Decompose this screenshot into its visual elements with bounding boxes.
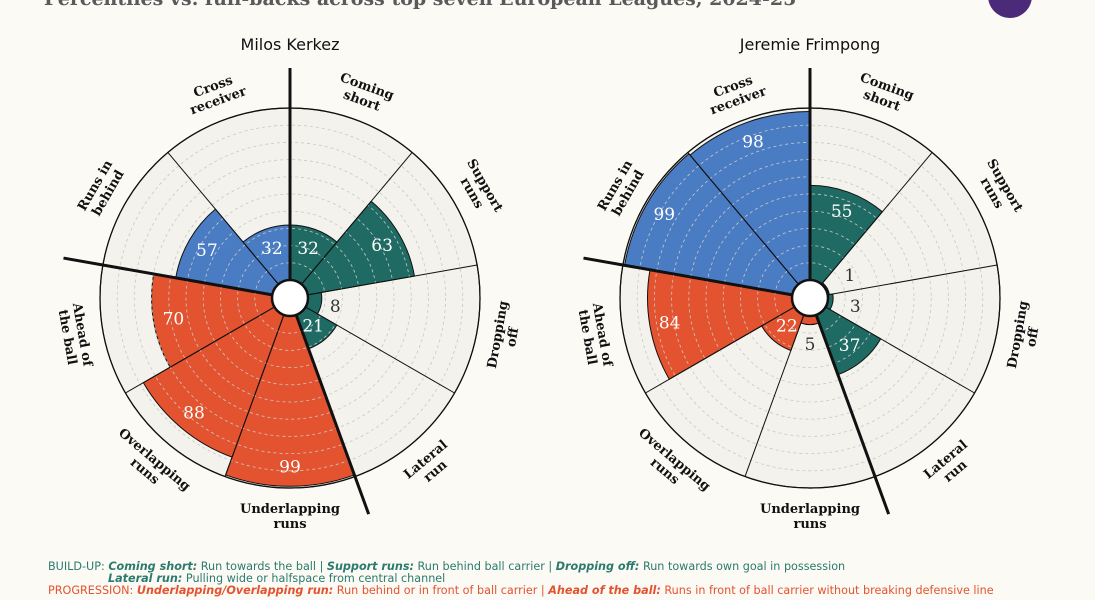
value-label-underlapping-runs: 5 [805,335,816,355]
category-label-coming-short: Comingshort [853,70,916,117]
category-label-coming-short: Comingshort [333,70,396,117]
legend-term-coming-short: Coming short: [108,560,198,573]
legend-desc-under-overlapping: Run behind or in front of ball carrier | [333,584,549,597]
grid-ring [185,193,395,403]
grid-ring [636,124,984,472]
legend-progression-row: PROGRESSION: Underlapping/Overlapping ru… [48,585,994,597]
legend-build-up-title: BUILD-UP: [48,560,105,573]
category-label-dropping-off: Droppingoff [1005,300,1046,373]
sector-divider [125,306,275,394]
sector-divider [301,152,413,285]
grid-ring [151,159,429,437]
category-label-ahead-of-the-ball: Ahead ofthe ball [574,301,615,372]
value-label-underlapping-runs: 99 [279,457,301,477]
category-label-cross-receiver: Crossreceiver [183,70,249,118]
grid-ring [671,159,949,437]
chart-title: Percentiles vs. full-backs across top se… [44,0,796,10]
category-label-ahead-of-the-ball: Ahead ofthe ball [54,301,95,372]
grid-ring [774,262,846,334]
value-label-cross-receiver: 32 [261,239,283,259]
sector-divider [825,306,975,394]
sector-divider [827,264,998,296]
legend-term-under-overlapping: Underlapping/Overlapping run: [136,584,334,597]
value-label-dropping-off: 8 [330,297,341,317]
legend-desc-ahead-of-ball: Runs in front of ball carrier without br… [660,584,994,597]
legend-desc-lateral-run: Pulling wide or halfspace from central c… [182,572,446,585]
grid-ring [740,227,881,368]
legend-term-dropping-off: Dropping off: [555,560,640,573]
outer-ring-stroke [619,107,1001,489]
value-label-dropping-off: 3 [850,297,861,317]
legend-desc-dropping-off: Run towards own goal in possession [639,560,846,573]
radar-charts: Milos Kerkez 32 63 8 21 99 88 70 57 32 Comingshort… [54,35,1046,532]
legend-desc-coming-short: Run towards the ball | [197,560,327,573]
category-label-underlapping-runs: Underlapping runs [760,502,860,532]
sector-divider [821,152,933,285]
legend-term-lateral-run: Lateral run: [108,572,183,585]
legend-progression-title: PROGRESSION: [48,584,134,597]
value-label-ahead-of-the-ball: 84 [659,314,681,334]
sector-divider [744,314,805,477]
value-label-runs-in-behind: 99 [653,205,675,225]
grid-ring [116,124,464,472]
sector-divider [305,306,455,394]
group-boundary [583,256,793,297]
value-label-overlapping-runs: 22 [776,317,798,337]
center-hole [270,278,310,318]
sector-divider [645,306,795,394]
player-name: Jeremie Frimpong [739,35,880,54]
player-name: Milos Kerkez [241,35,340,54]
legend: BUILD-UP: Coming short: Run towards the … [48,561,994,597]
value-label-lateral-run: 37 [839,336,861,356]
chart-milos-kerkez: Milos Kerkez 32 63 8 21 99 88 70 57 32 Comingshort… [54,35,526,532]
grid-ring [705,193,915,403]
category-label-cross-receiver: Crossreceiver [703,70,769,118]
legend-build-up-row-1: BUILD-UP: Coming short: Run towards the … [48,561,994,573]
legend-term-support-runs: Support runs: [326,560,414,573]
sector-divider [687,152,799,285]
value-label-runs-in-behind: 57 [196,241,218,261]
legend-term-ahead-of-ball: Ahead of the ball: [548,584,661,597]
value-label-overlapping-runs: 88 [183,403,205,423]
value-label-support-runs: 1 [844,266,855,286]
outer-ring-stroke [99,107,481,489]
value-label-lateral-run: 21 [302,317,324,337]
value-label-coming-short: 32 [297,239,319,259]
category-label-underlapping-runs: Underlapping runs [240,502,340,532]
value-label-support-runs: 63 [371,236,393,256]
value-label-ahead-of-the-ball: 70 [163,310,185,330]
grid-ring [254,262,326,334]
value-label-coming-short: 55 [831,202,853,222]
sector-divider [224,314,285,477]
group-boundary [814,314,891,515]
group-boundary [63,256,273,297]
legend-build-up-row-2: Lateral run: Pulling wide or halfspace f… [48,573,994,585]
group-boundary [294,314,371,515]
chart-jeremie-frimpong: Jeremie Frimpong 55 1 3 37 5 22 84 99 98 Comingsho… [574,35,1046,532]
sector-divider [167,152,279,285]
center-hole [790,278,830,318]
sector-divider [307,264,478,296]
publisher-logo [988,0,1032,18]
category-label-dropping-off: Droppingoff [485,300,526,373]
legend-desc-support-runs: Run behind ball carrier | [413,560,556,573]
grid-ring [219,227,360,368]
value-label-cross-receiver: 98 [742,132,764,152]
